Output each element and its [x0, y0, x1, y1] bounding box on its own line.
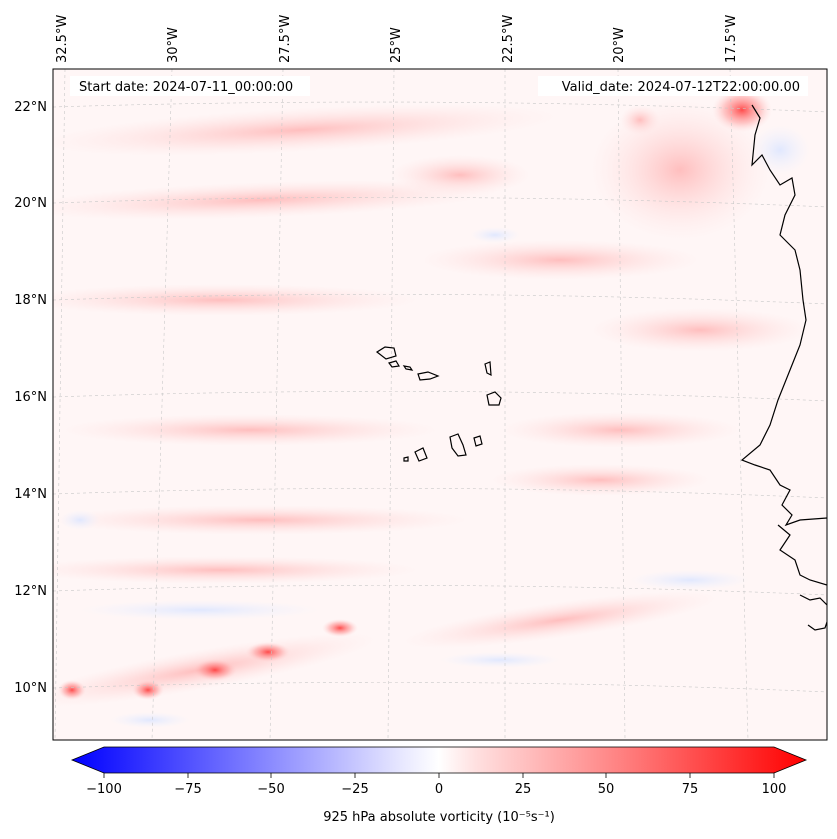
plot-frame: [52, 68, 828, 741]
lon-tick-label: 30°W: [166, 27, 181, 63]
lon-tick-label: 22.5°W: [501, 15, 516, 63]
valid-date-text: Valid_date: 2024-07-12T22:00:00.00: [562, 80, 800, 95]
lon-tick-label: 17.5°W: [724, 15, 739, 63]
latitude-labels: 22°N 20°N 18°N 16°N 14°N 12°N 10°N: [14, 100, 47, 696]
colorbar-tick-label: −100: [86, 782, 122, 797]
longitude-labels: 32.5°W 30°W 27.5°W 25°W 22.5°W 20°W 17.5…: [55, 15, 739, 63]
colorbar-tick-label: 75: [682, 782, 699, 797]
colorbar-tick-label: −50: [257, 782, 284, 797]
cape-verde-islands: [375, 346, 502, 462]
valid-date-box: [538, 76, 808, 96]
start-date-text: Start date: 2024-07-11_00:00:00: [79, 80, 293, 95]
lat-tick-label: 12°N: [14, 584, 47, 599]
gridlines: [53, 69, 827, 740]
colorbar-tick-label: −25: [341, 782, 368, 797]
lon-tick-label: 25°W: [389, 27, 404, 63]
lat-tick-label: 16°N: [14, 390, 47, 405]
lon-tick-label: 20°W: [612, 27, 627, 63]
colorbar-tick-label: 0: [435, 782, 443, 797]
vorticity-field: [53, 69, 827, 740]
colorbar: −100 −75 −50 −25 0 25 50 75 100 925 hPa …: [70, 746, 808, 825]
colorbar-tick-label: 25: [515, 782, 532, 797]
lat-tick-label: 20°N: [14, 196, 47, 211]
colorbar-ticks: [103, 773, 775, 778]
lat-tick-label: 22°N: [14, 100, 47, 115]
lat-tick-label: 14°N: [14, 487, 47, 502]
colorbar-tick-label: 50: [598, 782, 615, 797]
start-date-box: [70, 76, 310, 96]
lat-tick-label: 18°N: [14, 293, 47, 308]
lon-tick-label: 27.5°W: [278, 15, 293, 63]
colorbar-tick-label: −75: [174, 782, 201, 797]
lon-tick-label: 32.5°W: [55, 15, 70, 63]
colorbar-bar: [70, 746, 808, 774]
colorbar-label: 925 hPa absolute vorticity (10⁻⁵s⁻¹): [323, 810, 555, 825]
colorbar-tick-label: 100: [762, 782, 787, 797]
coastline: [740, 104, 827, 631]
lat-tick-label: 10°N: [14, 681, 47, 696]
